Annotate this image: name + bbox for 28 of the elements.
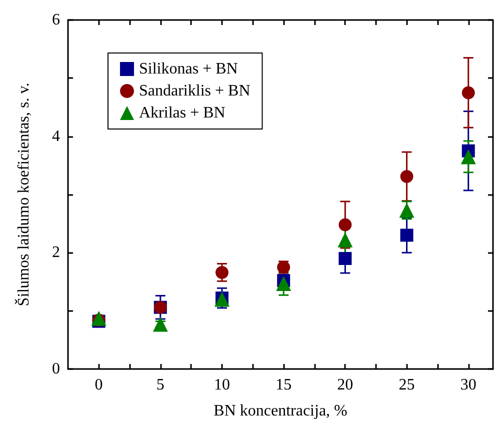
point	[91, 310, 106, 326]
y-tick-label: 0	[52, 360, 60, 378]
y-axis-title: Šilumos laidumo koeficientas, s. v.	[14, 82, 32, 306]
x-tick-label: 5	[156, 376, 164, 394]
point	[338, 252, 352, 265]
y-tick-label: 2	[52, 244, 60, 262]
legend-label: Silikonas + BN	[139, 60, 238, 78]
point	[460, 149, 476, 164]
x-tick-label: 10	[214, 376, 230, 394]
x-tick-label: 15	[276, 376, 292, 394]
point	[152, 316, 168, 332]
x-tick-label: 20	[337, 376, 354, 394]
point	[462, 86, 475, 100]
y-tick-label: 6	[52, 12, 60, 28]
point	[400, 170, 414, 183]
point	[400, 228, 414, 242]
legend-label: Akrilas + BN	[139, 104, 226, 122]
legend-label: Sandariklis + BN	[139, 82, 251, 100]
x-tick-label: 0	[94, 376, 103, 394]
point	[276, 276, 292, 291]
point	[399, 202, 414, 218]
y-tick-label: 4	[52, 128, 60, 145]
point	[338, 232, 353, 248]
point	[338, 218, 352, 232]
point	[216, 266, 228, 279]
x-tick-label: 25	[398, 376, 415, 394]
x-axis-title: BN koncentracija, %	[214, 402, 348, 420]
x-tick-label: 30	[460, 376, 476, 394]
